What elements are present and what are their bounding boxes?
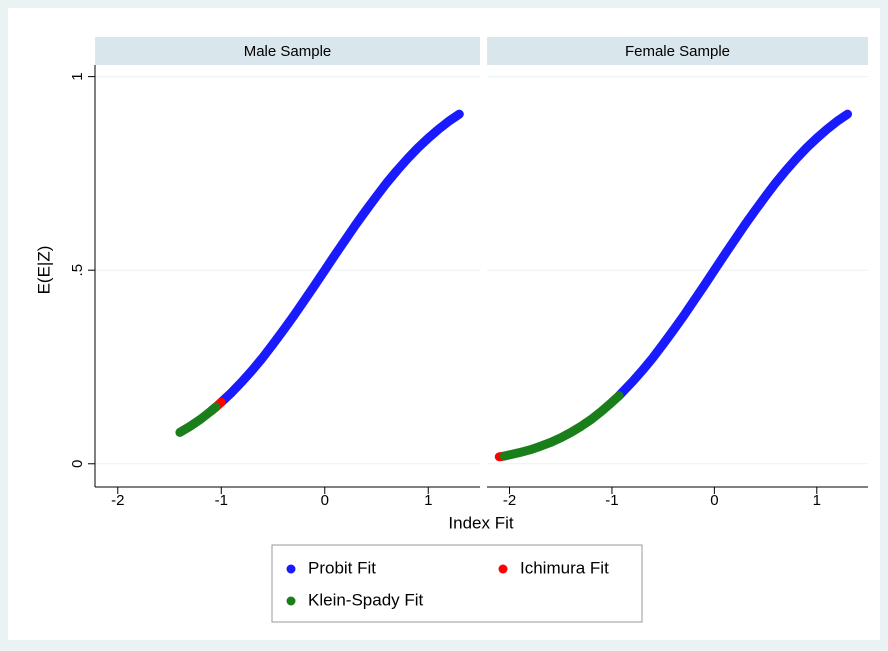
x-tick-label: -1 bbox=[605, 492, 618, 509]
legend-label: Ichimura Fit bbox=[520, 558, 609, 577]
x-tick-label: 1 bbox=[813, 492, 821, 509]
panel-title: Female Sample bbox=[625, 43, 730, 60]
x-tick-label: -2 bbox=[111, 492, 124, 509]
y-tick-label: 0 bbox=[69, 460, 86, 468]
legend-marker bbox=[286, 596, 296, 606]
fit-curve bbox=[175, 402, 221, 437]
y-axis-title: E(E|Z) bbox=[34, 246, 53, 295]
legend-box bbox=[271, 544, 643, 623]
x-axis-title: Index Fit bbox=[448, 513, 513, 532]
x-tick-label: 0 bbox=[710, 492, 718, 509]
legend-marker bbox=[498, 564, 508, 574]
panel-title: Male Sample bbox=[244, 43, 332, 60]
fit-curve bbox=[216, 109, 464, 407]
panel-header bbox=[487, 37, 868, 65]
x-tick-label: -2 bbox=[503, 492, 516, 509]
y-tick-label: .5 bbox=[69, 264, 86, 277]
x-tick-label: 1 bbox=[424, 492, 432, 509]
legend-label: Klein-Spady Fit bbox=[308, 590, 424, 609]
legend-marker bbox=[286, 564, 296, 574]
fit-curve bbox=[614, 109, 853, 401]
legend-label: Probit Fit bbox=[308, 558, 376, 577]
x-tick-label: -1 bbox=[215, 492, 228, 509]
fit-curve bbox=[499, 391, 624, 461]
x-tick-label: 0 bbox=[321, 492, 329, 509]
y-tick-label: 1 bbox=[69, 72, 86, 80]
panel-header bbox=[95, 37, 480, 65]
plot-region bbox=[8, 8, 880, 640]
